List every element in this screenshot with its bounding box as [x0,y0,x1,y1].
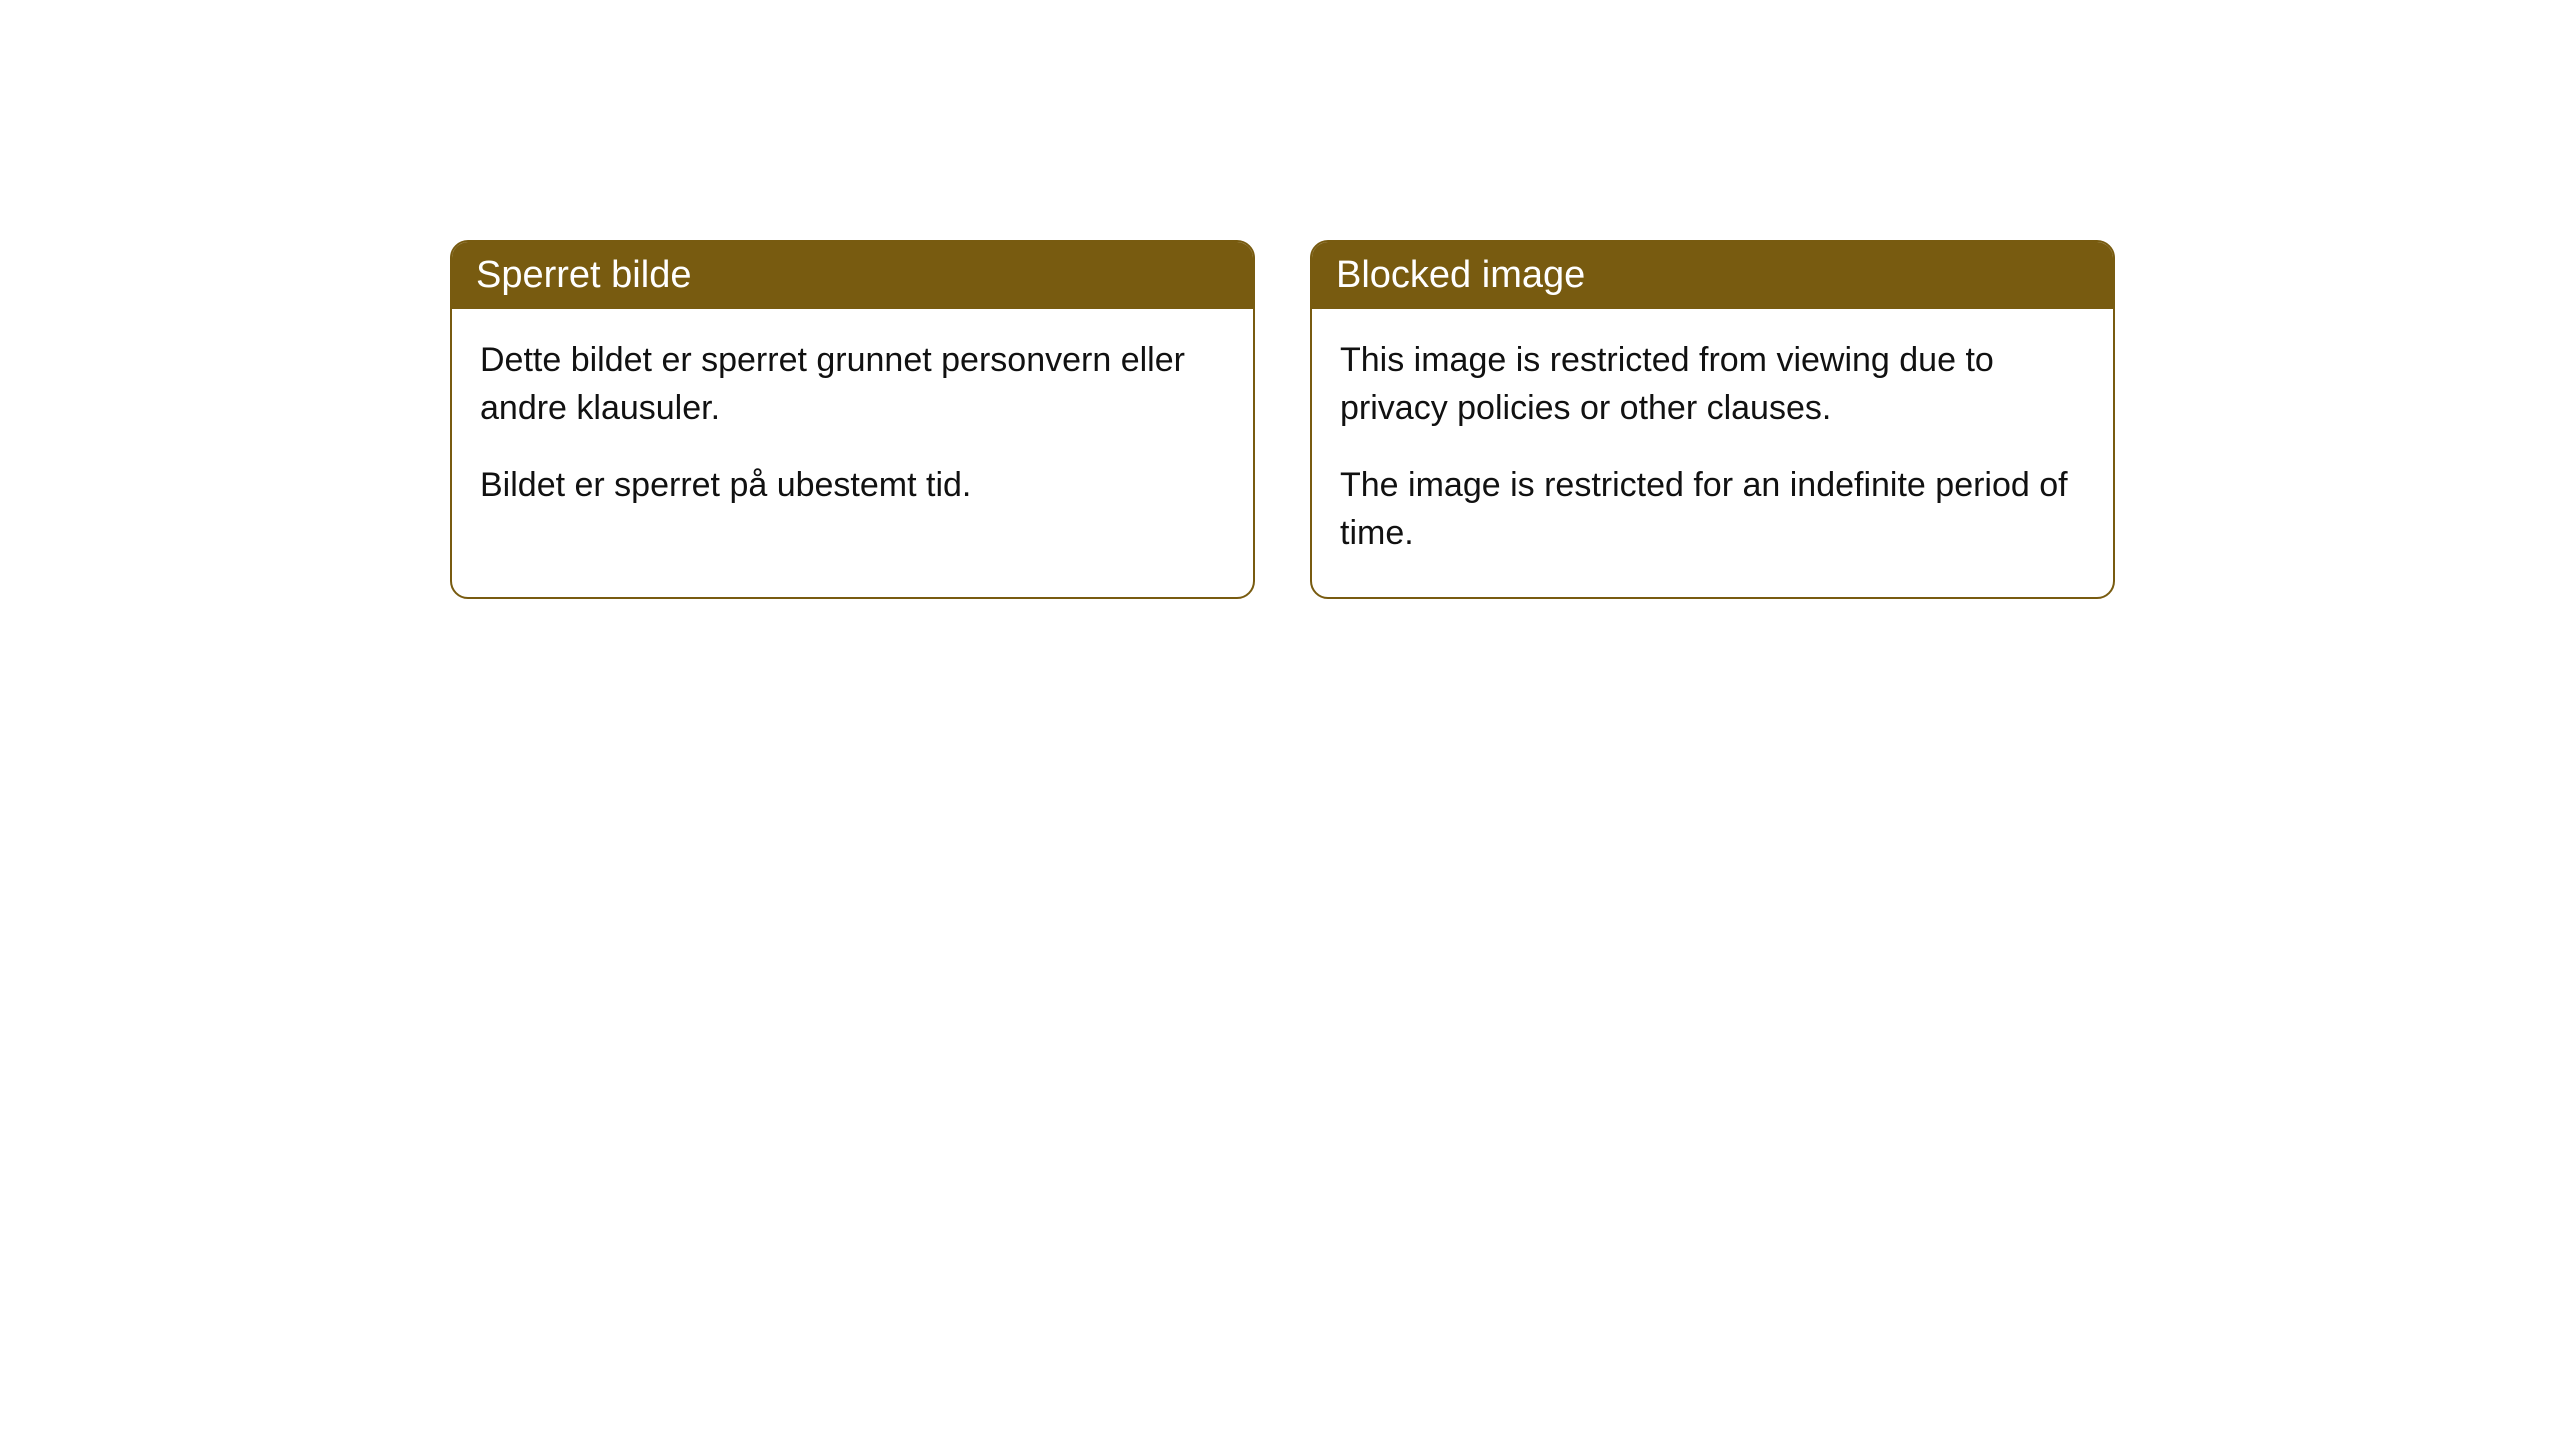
blocked-image-card-no: Sperret bilde Dette bildet er sperret gr… [450,240,1255,599]
card-title: Blocked image [1336,254,1585,296]
card-body: Dette bildet er sperret grunnet personve… [452,309,1253,550]
notice-container: Sperret bilde Dette bildet er sperret gr… [0,0,2560,599]
card-title: Sperret bilde [476,254,691,296]
card-body: This image is restricted from viewing du… [1312,309,2113,597]
blocked-image-card-en: Blocked image This image is restricted f… [1310,240,2115,599]
card-header: Sperret bilde [452,242,1253,309]
card-paragraph: Bildet er sperret på ubestemt tid. [480,462,1225,510]
card-paragraph: This image is restricted from viewing du… [1340,337,2085,432]
card-header: Blocked image [1312,242,2113,309]
card-paragraph: Dette bildet er sperret grunnet personve… [480,337,1225,432]
card-paragraph: The image is restricted for an indefinit… [1340,462,2085,557]
